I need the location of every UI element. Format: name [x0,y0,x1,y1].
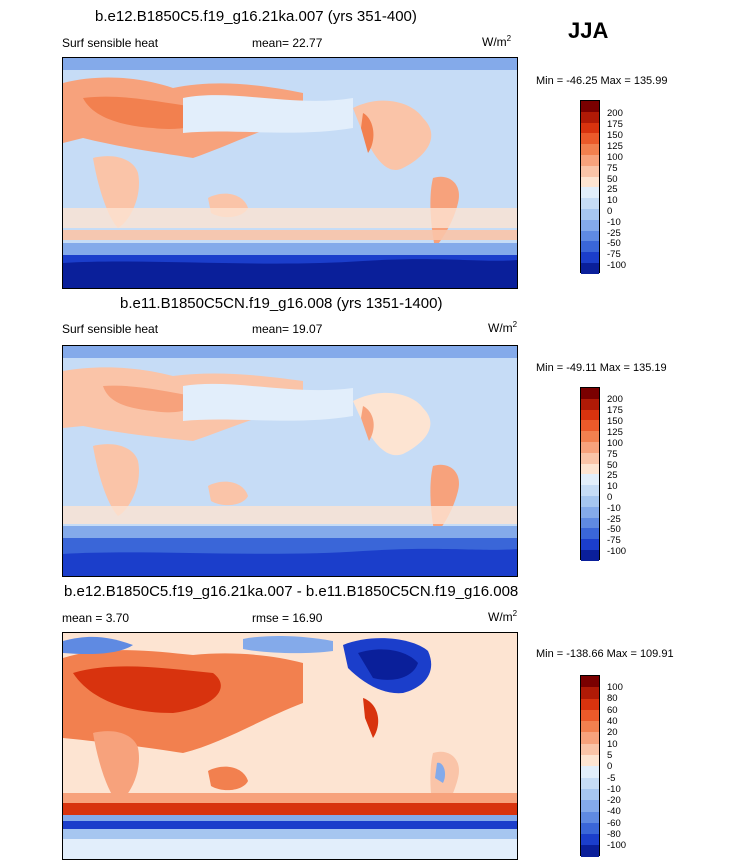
panel3-map [62,632,518,860]
panel3-cbar-label: -60 [607,818,621,829]
panel1-cbar-label: -25 [607,228,621,239]
panel2-minmax: Min = -49.11 Max = 135.19 [536,362,667,374]
panel1-mean-label: mean= 22.77 [252,36,323,50]
panel2-units: W/m2 [488,320,518,335]
panel1-cbar-label: 0 [607,206,613,217]
panel1-cbar-label: -10 [607,217,621,228]
panel1-cbar-label: 10 [607,195,618,206]
panel1-colorbar [580,100,600,274]
panel3-cbar-label: 20 [607,727,618,738]
panel1-units: W/m2 [482,34,512,49]
panel2-cbar-label: -10 [607,503,621,514]
panel2-variable-label: Surf sensible heat [62,322,159,336]
panel2-cbar-label: 50 [607,460,618,471]
panel2-cbar-label: -100 [607,546,627,557]
season-label: JJA [568,18,609,43]
panel2-cbar-label: -75 [607,535,621,546]
panel1-cbar-label: -100 [607,260,627,271]
panel2-cbar-label: 125 [607,427,623,438]
panel2-map [62,345,518,577]
panel1-cbar-label: 50 [607,174,618,185]
panel2-cbar-label: -50 [607,524,621,535]
panel1-cbar-label: 200 [607,108,623,119]
panel2-cbar-label: 75 [607,449,618,460]
panel1-cbar-label: 150 [607,130,623,141]
panel1-cbar-label: -50 [607,238,621,249]
panel3-cbar-label: 100 [607,682,623,693]
panel2-colorbar [580,387,600,561]
panel2-mean-label: mean= 19.07 [252,322,323,336]
panel1-title: b.e12.B1850C5.f19_g16.21ka.007 (yrs 351-… [95,8,417,25]
panel3-cbar-label: 80 [607,693,618,704]
panel3-cbar-label: -40 [607,806,621,817]
panel2-title: b.e11.B1850C5CN.f19_g16.008 (yrs 1351-14… [120,295,443,312]
panel3-cbar-label: 0 [607,761,613,772]
panel3-cbar-label: -10 [607,784,621,795]
panel3-cbar-label: 10 [607,739,618,750]
panel3-mean-label: mean = 3.70 [62,611,130,625]
panel3-cbar-label: -80 [607,829,621,840]
panel3-map-field [63,633,517,859]
panel1-map-field [63,58,517,288]
panel3-cbar-label: 5 [607,750,613,761]
panel3-cbar-label: -5 [607,773,616,784]
panel2-cbar-label: 10 [607,481,618,492]
panel2-cbar-label: 200 [607,394,623,405]
panel2-map-field [63,346,517,576]
panel2-cbar-label: 175 [607,405,623,416]
panel1-minmax: Min = -46.25 Max = 135.99 [536,75,668,87]
panel2-cbar-label: 0 [607,492,613,503]
panel1-map [62,57,518,289]
panel2-cbar-label: 150 [607,416,623,427]
panel3-cbar-label: 40 [607,716,618,727]
panel3-cbar-label: -20 [607,795,621,806]
panel3-colorbar [580,675,600,857]
panel2-cbar-label: 25 [607,470,618,481]
panel3-minmax: Min = -138.66 Max = 109.91 [536,648,674,660]
panel1-cbar-label: -75 [607,249,621,260]
panel3-cbar-label: -100 [607,840,627,851]
panel2-cbar-label: -25 [607,514,621,525]
panel1-cbar-label: 175 [607,119,623,130]
panel1-cbar-label: 125 [607,141,623,152]
panel2-cbar-label: 100 [607,438,623,449]
panel3-title: b.e12.B1850C5.f19_g16.21ka.007 - b.e11.B… [64,583,519,600]
panel3-cbar-label: 60 [607,705,618,716]
panel1-cbar-label: 100 [607,152,623,163]
panel1-cbar-label: 75 [607,163,618,174]
panel1-cbar-label: 25 [607,184,618,195]
panel3-units: W/m2 [488,609,518,624]
panel3-rmse-label: rmse = 16.90 [252,611,323,625]
panel1-variable-label: Surf sensible heat [62,36,159,50]
